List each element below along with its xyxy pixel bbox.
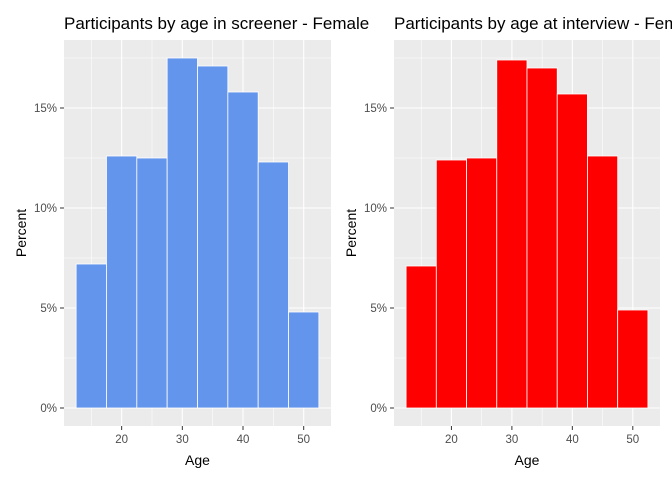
x-tick-label: 50 [626,434,639,446]
y-tick-label: 0% [40,403,57,415]
x-tick-label: 40 [237,434,250,446]
x-axis-title: Age [185,452,210,468]
histogram-bar [466,157,498,409]
histogram-bar [556,93,588,409]
x-tick-label: 20 [445,434,458,446]
y-tick-label: 10% [34,203,57,215]
y-tick-label: 10% [364,203,387,215]
histogram-bar [227,91,259,409]
x-tick-label: 40 [566,434,579,446]
histogram-bar [257,161,289,409]
histogram-bar [617,309,649,409]
chart-title: Participants by age in screener - Female [64,14,369,33]
y-axis-title: Percent [343,209,359,257]
x-axis-title: Age [515,452,540,468]
x-tick-label: 20 [115,434,128,446]
y-tick-label: 5% [40,303,57,315]
histogram-bar [435,159,467,409]
histogram-bar [587,155,619,409]
histogram-bar [197,65,229,409]
histogram-bar [405,265,437,409]
y-axis-title: Percent [13,209,29,257]
y-tick-label: 5% [370,303,387,315]
histogram-bar [288,311,320,409]
x-tick-label: 50 [297,434,310,446]
histogram-bar [526,67,558,409]
x-tick-label: 30 [505,434,518,446]
screener-chart: 20 30 40 50 0% 5% 10% 15% Age Percent Participants… [13,14,369,468]
y-tick-label: 0% [370,403,387,415]
y-tick-label: 15% [34,103,57,115]
x-tick-label: 30 [176,434,189,446]
interview-chart: 20 30 40 50 0% 5% 10% 15% Age Percent Participants… [343,14,672,468]
histogram-bar [496,59,528,409]
histogram-bar [75,263,107,409]
histogram-bar [166,57,198,409]
histogram-bar [106,155,138,409]
y-tick-label: 15% [364,103,387,115]
chart-title: Participants by age at interview - Femal… [394,14,672,33]
histogram-bar [136,157,168,409]
